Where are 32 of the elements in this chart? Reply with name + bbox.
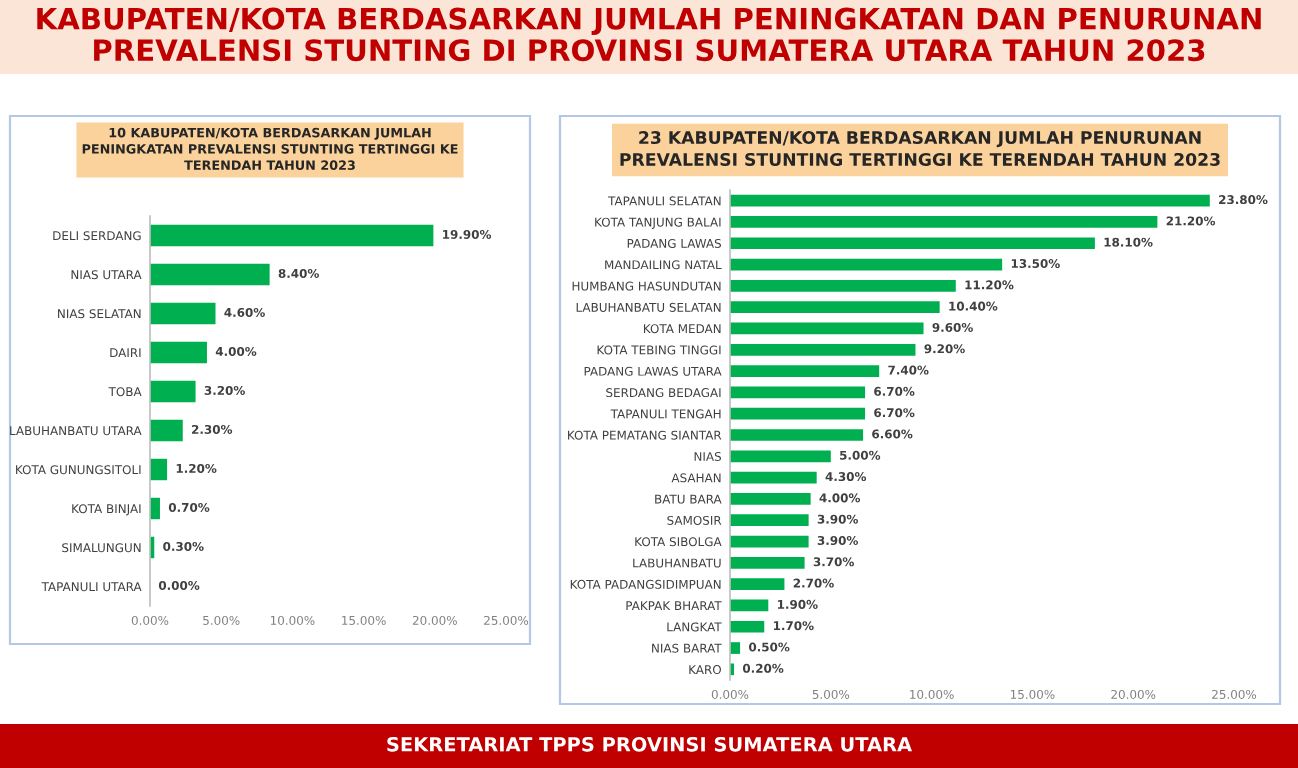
bar [730,322,924,335]
bar [730,450,831,463]
bar [730,514,809,527]
bar [150,224,434,247]
bar [730,194,1210,207]
chart-title: 23 KABUPATEN/KOTA BERDASARKAN JUMLAH PENURUNAN PREVALENSI STUNTING TERTINGGI KE TERENDAH TAHUN 2023 [620,131,1220,166]
bar [730,535,809,548]
bar [730,578,785,590]
bar [730,216,1158,228]
bar [730,237,1095,250]
bar [150,380,196,403]
bar [150,263,270,286]
bar [150,458,168,481]
bar [730,471,817,484]
bar [730,386,866,399]
text: KABUPATEN/KOTA BERDASARKAN JUMLAH PENINGKATAN DAN PENURUNAN PREVALENSI STUNTING DI PROVINSI SUMATERA UTARA TAHUN 2023 [37,7,1261,62]
bar [150,419,183,442]
bar [730,556,805,569]
bar [730,599,769,612]
text: SEKRETARIAT TPPS PROVINSI SUMATERA UTARA [387,736,912,752]
bar [730,343,916,356]
bar [730,301,940,314]
bar [150,302,216,325]
bar [150,341,207,364]
bar [730,642,741,654]
bar [730,493,811,505]
bar [730,429,864,441]
bar [730,407,866,420]
bar [730,620,765,633]
bar [730,280,956,292]
bar [730,365,880,377]
bar [730,258,1003,271]
